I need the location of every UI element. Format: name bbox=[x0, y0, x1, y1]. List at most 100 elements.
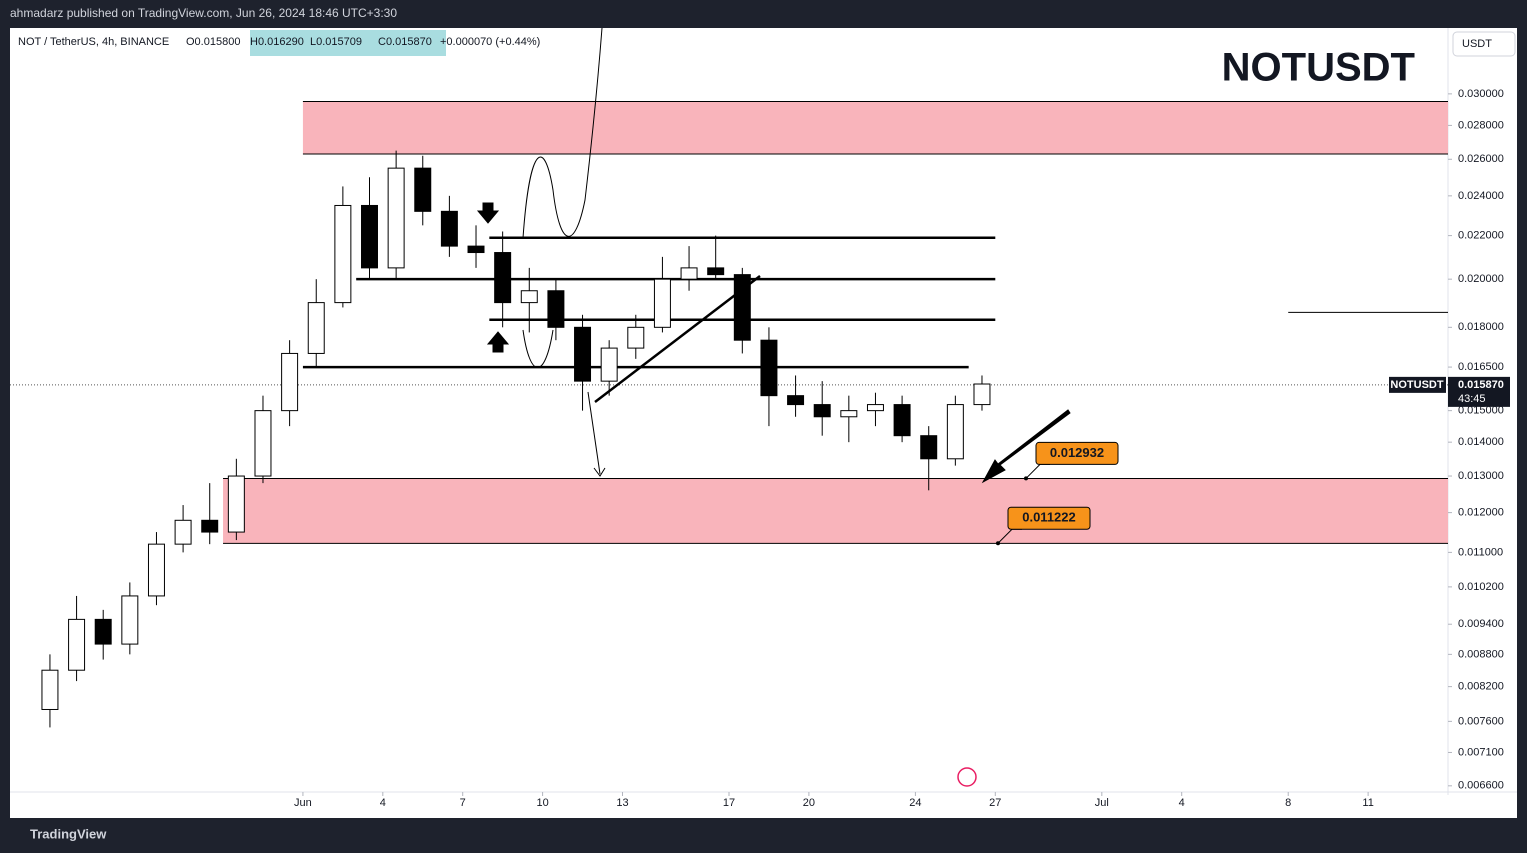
ohlc-change: +0.000070 (+0.44%) bbox=[440, 36, 540, 48]
candle-body bbox=[787, 395, 805, 406]
y-tick-label: 0.008200 bbox=[1458, 681, 1504, 693]
arrow-line bbox=[587, 391, 601, 475]
candle-body bbox=[520, 290, 538, 304]
x-tick-label: 24 bbox=[909, 797, 921, 809]
candle-body bbox=[227, 475, 245, 533]
y-tick-label: 0.008800 bbox=[1458, 648, 1504, 660]
candle-body bbox=[893, 404, 911, 437]
chart-title: NOTUSDT bbox=[1222, 46, 1415, 90]
candle-body bbox=[600, 347, 618, 382]
symbol-tag-label: NOTUSDT bbox=[1390, 379, 1443, 391]
y-tick-label: 0.011000 bbox=[1458, 546, 1503, 558]
callout-anchor bbox=[996, 541, 1000, 546]
drawings bbox=[476, 27, 1071, 787]
y-tick-label: 0.009400 bbox=[1458, 618, 1504, 630]
candle-body bbox=[866, 404, 884, 412]
y-tick-label: 0.013000 bbox=[1458, 470, 1504, 482]
callout-label: 0.012932 bbox=[1050, 445, 1104, 460]
candle-body bbox=[414, 167, 432, 212]
x-tick-label: 17 bbox=[723, 797, 735, 809]
y-tick-label: 0.028000 bbox=[1458, 119, 1504, 131]
ohlc-close: C0.015870 bbox=[378, 36, 432, 48]
zone bbox=[302, 101, 1449, 155]
symbol-info: NOT / TetherUS, 4h, BINANCE bbox=[18, 36, 169, 48]
candle-body bbox=[574, 326, 592, 382]
publisher: ahmadarz published on TradingView.com, J… bbox=[10, 6, 397, 20]
projection-curve bbox=[522, 27, 603, 239]
candle-body bbox=[760, 339, 778, 397]
candle-body bbox=[387, 167, 405, 269]
candle-body bbox=[440, 210, 458, 247]
candle-body bbox=[627, 326, 645, 349]
candle-body bbox=[680, 267, 698, 280]
candle-body bbox=[307, 302, 325, 354]
candle-body bbox=[174, 519, 192, 545]
candle-body bbox=[973, 383, 991, 406]
x-tick-label: 20 bbox=[803, 797, 815, 809]
x-tick-label: 8 bbox=[1285, 797, 1291, 809]
price-tag-label: 0.015870 bbox=[1458, 379, 1504, 391]
y-tick-label: 0.026000 bbox=[1458, 153, 1504, 165]
event-icon[interactable] bbox=[957, 767, 977, 787]
x-tick-label: Jul bbox=[1095, 797, 1109, 809]
candle-body bbox=[946, 404, 964, 460]
y-tick-label: 0.007100 bbox=[1458, 746, 1504, 758]
currency-label: USDT bbox=[1462, 38, 1492, 50]
y-tick-label: 0.012000 bbox=[1458, 507, 1504, 519]
candle-body bbox=[41, 669, 59, 710]
x-tick-label: 11 bbox=[1362, 797, 1373, 809]
currency-button[interactable] bbox=[1452, 31, 1516, 57]
callout-label: 0.011222 bbox=[1022, 510, 1076, 525]
y-tick-label: 0.020000 bbox=[1458, 273, 1504, 285]
y-tick-label: 0.022000 bbox=[1458, 230, 1504, 242]
y-tick-label: 0.010200 bbox=[1458, 581, 1504, 593]
countdown: 43:45 bbox=[1458, 393, 1486, 405]
y-tick-label: 0.006600 bbox=[1458, 780, 1504, 792]
candle-body bbox=[653, 278, 671, 328]
candle-body bbox=[920, 435, 938, 460]
callout-anchor bbox=[1024, 476, 1028, 481]
candle-body bbox=[547, 290, 565, 328]
candle-body bbox=[494, 252, 512, 304]
x-tick-label: 27 bbox=[989, 797, 1001, 809]
y-tick-label: 0.016500 bbox=[1458, 361, 1504, 373]
candle-body bbox=[334, 204, 352, 304]
y-tick-label: 0.018000 bbox=[1458, 321, 1504, 333]
zone bbox=[223, 478, 1449, 544]
y-tick-label: 0.014000 bbox=[1458, 436, 1504, 448]
symbol-tag bbox=[1389, 376, 1446, 393]
candle-body bbox=[68, 618, 86, 671]
ohlc-highlight bbox=[250, 30, 446, 56]
pointer-arrow bbox=[981, 409, 1071, 484]
trend-line bbox=[594, 275, 761, 403]
y-tick-label: 0.024000 bbox=[1458, 190, 1504, 202]
footer: TradingView bbox=[30, 826, 107, 841]
candle-body bbox=[94, 618, 112, 645]
arrow-head bbox=[593, 467, 606, 477]
candle-body bbox=[361, 204, 378, 269]
candle-body bbox=[813, 404, 831, 418]
up-arrow bbox=[486, 331, 510, 353]
x-tick-label: Jun bbox=[294, 797, 312, 809]
callout-box bbox=[1035, 441, 1119, 465]
x-tick-label: 7 bbox=[460, 797, 466, 809]
down-arrow bbox=[476, 202, 500, 224]
candle-body bbox=[840, 410, 858, 418]
candle-body bbox=[254, 410, 272, 477]
ohlc-high: H0.016290 bbox=[250, 36, 304, 48]
x-tick-label: 4 bbox=[380, 797, 386, 809]
y-tick-label: 0.015000 bbox=[1458, 405, 1504, 417]
candle-body bbox=[467, 245, 485, 254]
projection-curve bbox=[522, 329, 554, 368]
x-tick-label: 10 bbox=[536, 797, 548, 809]
candle-body bbox=[121, 595, 139, 645]
candle-body bbox=[201, 519, 219, 533]
x-tick-label: 4 bbox=[1179, 797, 1185, 809]
y-tick-label: 0.030000 bbox=[1458, 88, 1504, 100]
candle-body bbox=[707, 267, 725, 276]
candle-body bbox=[281, 352, 299, 412]
ohlc-low: L0.015709 bbox=[310, 36, 362, 48]
callout-box bbox=[1007, 506, 1091, 530]
